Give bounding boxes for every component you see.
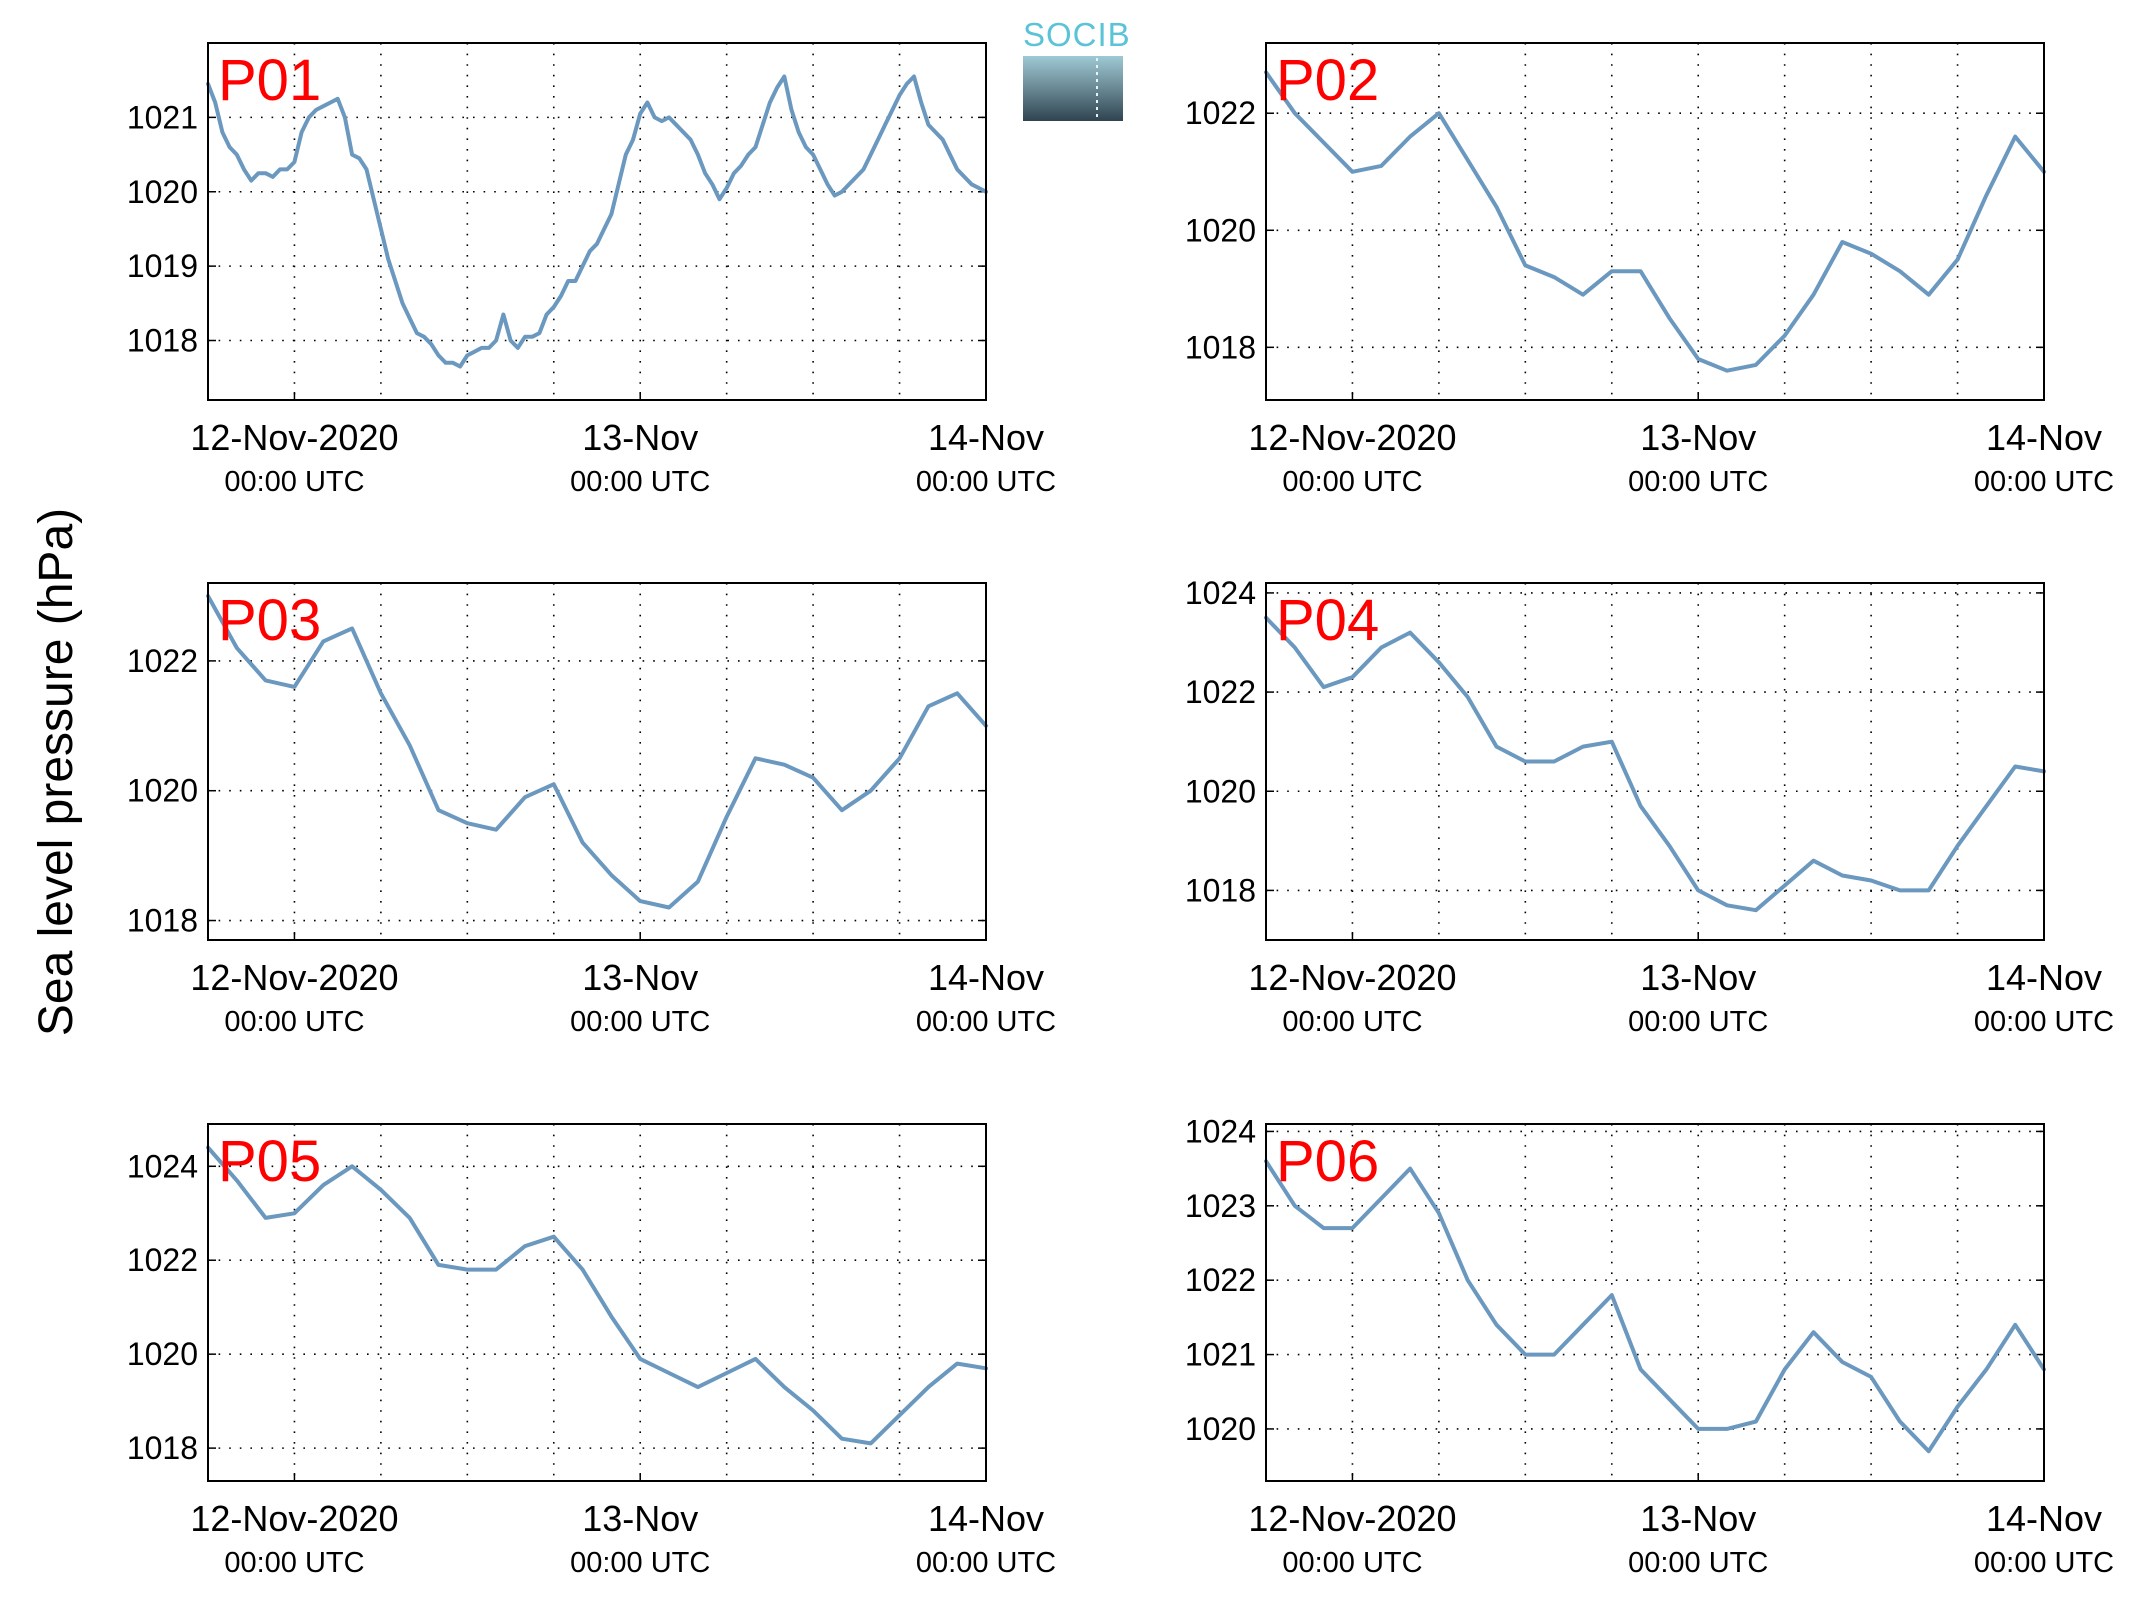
y-tick-label: 1022 [1185, 95, 1256, 131]
panel-label: P04 [1276, 588, 1379, 653]
panel-label: P06 [1276, 1129, 1379, 1194]
y-tick-label: 1018 [1185, 329, 1256, 365]
x-tick-label: 13-Nov [582, 957, 698, 998]
y-tick-label: 1020 [1185, 212, 1256, 248]
chart-panel-p04: 1018 1020 1022 1024 12-Nov-2020 00:00 UTC 13-N… [1185, 575, 2114, 1038]
x-tick-sublabel: 00:00 UTC [224, 466, 364, 498]
x-tick-sublabel: 00:00 UTC [916, 1547, 1056, 1579]
y-tick-label: 1023 [1185, 1188, 1256, 1224]
y-tick-label: 1020 [1185, 1411, 1256, 1447]
axes-frame [207, 582, 987, 941]
series-line-p06 [1264, 1159, 2046, 1454]
series-line-p01 [206, 74, 988, 369]
y-tick-label: 1022 [1185, 674, 1256, 710]
y-tick-label: 1020 [127, 773, 198, 809]
panel-label: P05 [218, 1129, 321, 1194]
y-tick-label: 1022 [127, 643, 198, 679]
y-tick-label: 1024 [1185, 575, 1256, 611]
y-tick-label: 1024 [1185, 1113, 1256, 1149]
x-tick-sublabel: 00:00 UTC [570, 1547, 710, 1579]
axes-frame [1265, 42, 2045, 401]
logo-dots-graphic [1096, 58, 1098, 118]
x-tick-sublabel: 00:00 UTC [570, 466, 710, 498]
x-tick-sublabel: 00:00 UTC [1974, 466, 2114, 498]
x-tick-label: 12-Nov-2020 [190, 1498, 398, 1539]
x-tick-label: 14-Nov [1986, 957, 2102, 998]
x-tick-label: 12-Nov-2020 [1248, 1498, 1456, 1539]
x-tick-label: 12-Nov-2020 [1248, 417, 1456, 458]
chart-panel-p03: 1018 1020 1022 12-Nov-2020 00:00 UTC 13-Nov 00… [127, 582, 1056, 1038]
x-tick-label: 14-Nov [928, 957, 1044, 998]
x-tick-label: 14-Nov [1986, 417, 2102, 458]
y-tick-label: 1018 [127, 323, 198, 359]
x-tick-label: 13-Nov [1640, 957, 1756, 998]
x-tick-label: 13-Nov [582, 417, 698, 458]
axes-frame [207, 42, 987, 401]
x-tick-label: 14-Nov [1986, 1498, 2102, 1539]
x-tick-label: 13-Nov [1640, 417, 1756, 458]
y-tick-label: 1019 [127, 248, 198, 284]
x-tick-sublabel: 00:00 UTC [224, 1547, 364, 1579]
y-tick-label: 1018 [1185, 872, 1256, 908]
chart-panels: 1018 1019 1020 1021 12-Nov-2020 00:00 UTC 13-N… [127, 42, 2114, 1579]
x-tick-sublabel: 00:00 UTC [570, 1006, 710, 1038]
panel-label: P02 [1276, 48, 1379, 113]
x-tick-sublabel: 00:00 UTC [1974, 1006, 2114, 1038]
chart-panel-p06: 1020 1021 1022 1023 1024 12-Nov-2020 00:00 UTC… [1185, 1113, 2114, 1579]
series-line-p05 [206, 1145, 988, 1446]
x-tick-sublabel: 00:00 UTC [1974, 1547, 2114, 1579]
x-tick-label: 13-Nov [582, 1498, 698, 1539]
series-line-p03 [206, 594, 988, 910]
x-tick-sublabel: 00:00 UTC [916, 466, 1056, 498]
y-tick-label: 1020 [127, 174, 198, 210]
x-tick-sublabel: 00:00 UTC [1628, 1547, 1768, 1579]
x-tick-label: 12-Nov-2020 [1248, 957, 1456, 998]
x-tick-sublabel: 00:00 UTC [916, 1006, 1056, 1038]
axes-frame [1265, 582, 2045, 941]
x-tick-sublabel: 00:00 UTC [224, 1006, 364, 1038]
y-tick-label: 1024 [127, 1148, 198, 1184]
y-tick-label: 1018 [127, 1430, 198, 1466]
y-tick-label: 1021 [127, 99, 198, 135]
x-tick-label: 14-Nov [928, 1498, 1044, 1539]
x-tick-sublabel: 00:00 UTC [1282, 466, 1422, 498]
axes-frame [207, 1123, 987, 1482]
x-tick-sublabel: 00:00 UTC [1628, 466, 1768, 498]
x-tick-label: 14-Nov [928, 417, 1044, 458]
x-tick-sublabel: 00:00 UTC [1628, 1006, 1768, 1038]
logo-text: SOCIB [1023, 16, 1131, 53]
panel-label: P03 [218, 588, 321, 653]
y-tick-label: 1018 [127, 903, 198, 939]
x-tick-sublabel: 00:00 UTC [1282, 1547, 1422, 1579]
y-tick-label: 1022 [1185, 1262, 1256, 1298]
series-line-p04 [1264, 615, 2046, 913]
axes-frame [1265, 1123, 2045, 1482]
y-tick-label: 1020 [1185, 773, 1256, 809]
x-tick-label: 12-Nov-2020 [190, 417, 398, 458]
logo-wave-graphic [1023, 56, 1123, 121]
chart-panel-p05: 1018 1020 1022 1024 12-Nov-2020 00:00 UTC 13-N… [127, 1123, 1056, 1579]
panel-label: P01 [218, 48, 321, 113]
socib-logo: SOCIB [1023, 16, 1131, 121]
y-tick-label: 1022 [127, 1242, 198, 1278]
chart-panel-p02: 1018 1020 1022 12-Nov-2020 00:00 UTC 13-Nov 00… [1185, 42, 2114, 498]
x-tick-label: 13-Nov [1640, 1498, 1756, 1539]
y-axis-label: Sea level pressure (hPa) [30, 508, 83, 1036]
x-tick-label: 12-Nov-2020 [190, 957, 398, 998]
series-line-p02 [1264, 70, 2046, 373]
x-tick-sublabel: 00:00 UTC [1282, 1006, 1422, 1038]
y-tick-label: 1021 [1185, 1337, 1256, 1373]
chart-panel-p01: 1018 1019 1020 1021 12-Nov-2020 00:00 UTC 13-N… [127, 42, 1056, 498]
y-tick-label: 1020 [127, 1336, 198, 1372]
